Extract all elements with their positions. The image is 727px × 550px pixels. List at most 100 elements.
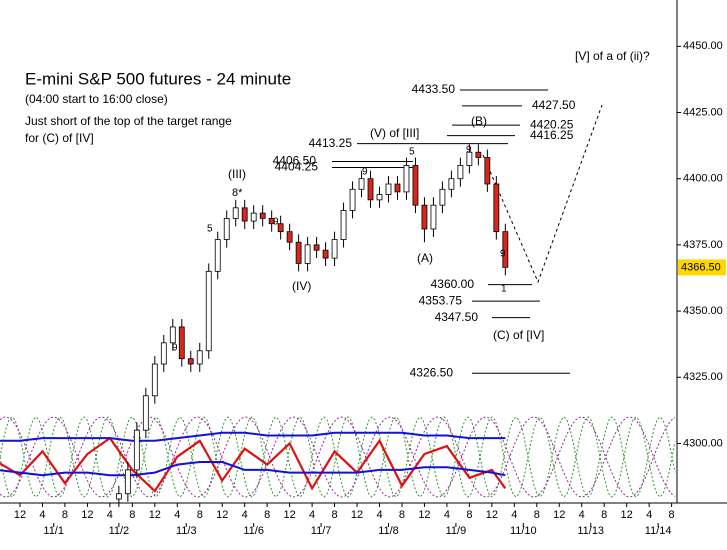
candle-body bbox=[502, 231, 509, 268]
x-tick-label: 4 bbox=[174, 509, 180, 521]
date-tick-label: 11/13 bbox=[577, 525, 604, 537]
level-label: 4347.50 bbox=[435, 310, 479, 324]
x-tick-label: 4 bbox=[444, 509, 450, 521]
x-tick-label: 4 bbox=[376, 509, 382, 521]
candle-body bbox=[142, 395, 149, 431]
candle-body bbox=[160, 342, 167, 365]
candle-body bbox=[385, 183, 392, 195]
annotation: 1 bbox=[501, 284, 507, 295]
x-tick-label: 4 bbox=[242, 509, 248, 521]
candle-body bbox=[448, 178, 455, 190]
candle-body bbox=[241, 207, 248, 222]
candle-body bbox=[412, 165, 419, 206]
candle-body bbox=[475, 151, 482, 158]
candle-body bbox=[394, 183, 401, 193]
cycle-wave bbox=[0, 416, 676, 498]
annotation: 5 bbox=[409, 147, 415, 158]
y-tick-label: 4400.00 bbox=[683, 173, 723, 185]
date-tick-label: 11/7 bbox=[311, 525, 332, 537]
annotation: 9 bbox=[273, 217, 279, 228]
annotation: [V] of a of (ii)? bbox=[575, 49, 650, 63]
candle-body bbox=[322, 249, 329, 259]
x-tick-label: 8 bbox=[129, 509, 135, 521]
candle-body bbox=[286, 231, 293, 243]
subtitle: (04:00 start to 16:00 close) bbox=[25, 92, 168, 106]
annotation: 9 bbox=[500, 249, 506, 260]
candle-body bbox=[457, 165, 464, 180]
x-tick-label: 4 bbox=[107, 509, 113, 521]
annotation: (A) bbox=[417, 251, 433, 265]
date-tick-label: 11/8 bbox=[378, 525, 399, 537]
candle-body bbox=[367, 178, 374, 201]
oscillator-line bbox=[0, 436, 507, 493]
candle-body bbox=[304, 244, 311, 264]
cycle-wave bbox=[0, 416, 676, 498]
last-price-box bbox=[678, 259, 726, 276]
x-tick-label: 8 bbox=[197, 509, 203, 521]
date-tick-label: 11/10 bbox=[510, 525, 537, 537]
x-tick-label: 8 bbox=[62, 509, 68, 521]
x-tick-label: 4 bbox=[39, 509, 45, 521]
date-tick-label: 11/3 bbox=[176, 525, 197, 537]
candle-body bbox=[313, 244, 320, 251]
y-tick-label: 4350.00 bbox=[683, 305, 723, 317]
annotation: (IV) bbox=[292, 279, 311, 293]
x-tick-label: 8 bbox=[264, 509, 270, 521]
cycle-waves bbox=[0, 416, 676, 498]
oscillator-line bbox=[0, 461, 506, 477]
candle-body bbox=[169, 326, 176, 344]
candle-body bbox=[124, 469, 131, 495]
annotation: 9 bbox=[362, 167, 368, 178]
candle-body bbox=[196, 350, 203, 365]
annotation: (C) of [IV] bbox=[493, 328, 544, 342]
annotation: 9 bbox=[172, 343, 178, 354]
x-tick-label: 12 bbox=[284, 509, 296, 521]
candle-body bbox=[259, 212, 266, 219]
note: for (C) of [IV] bbox=[25, 131, 94, 145]
level-label: 4360.00 bbox=[431, 277, 475, 291]
date-tick-label: 11/1 bbox=[43, 525, 64, 537]
candle-body bbox=[178, 326, 185, 360]
x-tick-label: 4 bbox=[646, 509, 652, 521]
x-tick-label: 12 bbox=[486, 509, 498, 521]
annotation: (V) of [III] bbox=[370, 126, 419, 140]
x-tick-label: 4 bbox=[579, 509, 585, 521]
candle-body bbox=[268, 218, 275, 225]
candle-body bbox=[214, 239, 221, 272]
candle-body bbox=[430, 204, 437, 230]
candle-body bbox=[205, 270, 212, 352]
date-tick-label: 11/14 bbox=[645, 525, 672, 537]
annotation: (III) bbox=[228, 167, 246, 181]
y-tick-label: 4425.00 bbox=[683, 106, 723, 118]
date-tick-label: 11/9 bbox=[446, 525, 467, 537]
date-tick-label: 11/2 bbox=[109, 525, 130, 537]
annotation: 5 bbox=[207, 224, 213, 235]
annotation: 8* bbox=[232, 187, 243, 199]
y-tick-label: 4450.00 bbox=[683, 40, 723, 52]
candle-body bbox=[358, 178, 365, 190]
candle-body bbox=[466, 151, 473, 166]
candle-body bbox=[133, 429, 140, 471]
x-tick-label: 12 bbox=[81, 509, 93, 521]
level-label: 4413.25 bbox=[309, 136, 353, 150]
date-tick-label: 11/6 bbox=[243, 525, 264, 537]
oscillator-line bbox=[0, 431, 506, 442]
x-tick-label: 8 bbox=[399, 509, 405, 521]
candle-body bbox=[421, 204, 428, 230]
candle-body bbox=[349, 188, 356, 211]
y-tick-label: 4325.00 bbox=[683, 371, 723, 383]
y-tick-label: 4375.00 bbox=[683, 239, 723, 251]
candle-body bbox=[439, 188, 446, 206]
candle-body bbox=[223, 218, 230, 240]
candle-body bbox=[493, 183, 500, 233]
x-tick-label: 12 bbox=[553, 509, 565, 521]
level-label: 4353.75 bbox=[419, 293, 463, 307]
candle-body bbox=[250, 212, 257, 222]
candle-body bbox=[484, 157, 491, 185]
x-tick-label: 12 bbox=[14, 509, 26, 521]
x-tick-label: 12 bbox=[351, 509, 363, 521]
y-tick-label: 4300.00 bbox=[683, 437, 723, 449]
cycle-wave bbox=[0, 416, 676, 498]
level-label: 4433.50 bbox=[412, 82, 456, 96]
x-tick-label: 8 bbox=[534, 509, 540, 521]
